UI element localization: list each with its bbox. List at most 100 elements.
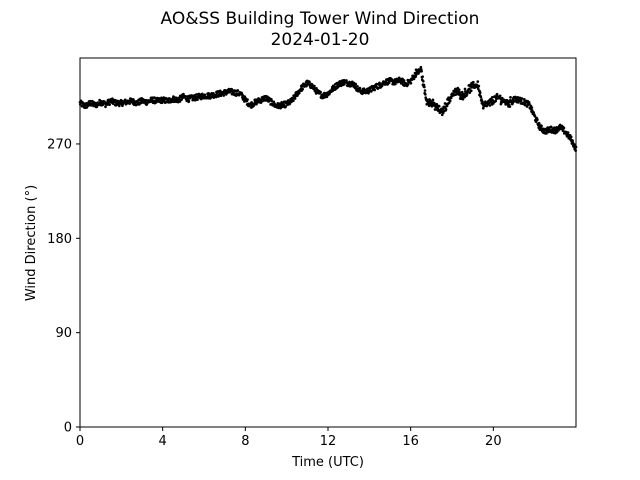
data-point [448,99,452,103]
data-point [246,98,249,101]
data-point [549,125,553,129]
y-axis-label: Wind Direction (°) [24,185,39,301]
x-tick-label: 0 [76,434,84,449]
data-point [406,83,410,86]
x-axis-ticks: 0 4 8 12 16 20 [76,427,502,449]
data-point [540,124,543,128]
data-point [481,100,484,104]
data-point [447,101,451,105]
data-point [421,75,424,79]
data-point [437,104,441,108]
data-point [132,98,135,101]
x-tick-label: 20 [485,434,502,449]
data-point [494,99,498,103]
data-point [420,69,423,73]
data-point [343,82,346,86]
data-point [468,87,471,91]
plot-frame [79,57,577,428]
data-point [356,85,359,88]
data-point [440,113,444,117]
data-point [520,97,524,100]
data-point [433,108,437,111]
data-point [481,106,485,110]
data-point [128,102,131,105]
data-point [423,89,427,92]
data-point [457,88,461,92]
data-point [498,94,502,98]
data-point [104,105,107,109]
data-point [571,141,575,144]
data-point [199,97,203,101]
data-point [222,94,226,97]
data-point [168,97,171,101]
data-point [523,103,527,106]
y-tick-label: 180 [47,232,72,247]
data-point [519,99,523,103]
data-point [536,118,539,121]
x-tick-label: 4 [159,434,167,449]
data-points [78,65,578,152]
data-point [449,96,453,100]
data-point [178,100,182,103]
data-point [366,87,369,91]
data-point [293,97,297,100]
data-point [284,105,288,108]
data-point [255,102,258,106]
data-point [444,108,448,111]
data-point [471,80,475,84]
chart-subtitle: 2024-01-20 [271,30,370,50]
data-point [212,91,215,95]
chart-title: AO&SS Building Tower Wind Direction [161,9,480,29]
data-point [417,72,420,75]
data-point [419,65,423,69]
data-point [377,86,380,90]
data-point [571,139,574,142]
data-point [480,98,483,101]
data-point [282,103,286,107]
x-tick-label: 8 [241,434,249,449]
data-point [236,89,240,92]
data-point [505,99,509,102]
data-point [490,95,494,99]
data-point [569,135,573,139]
data-point [108,103,111,106]
data-point [460,90,464,94]
data-point [477,84,481,88]
data-point [561,129,565,133]
data-point [468,91,472,95]
data-point [394,82,397,86]
data-point [301,87,305,91]
data-point [465,92,469,96]
data-point [203,93,207,97]
data-point [533,115,537,118]
data-point [478,91,482,95]
data-point [562,126,566,130]
data-point [319,90,322,94]
data-point [88,99,92,103]
data-point [422,83,426,87]
data-point [424,93,427,96]
data-point [479,95,483,99]
data-point [545,132,548,135]
data-point [387,81,391,85]
data-point [261,99,265,103]
y-tick-label: 90 [55,326,72,341]
data-point [345,79,348,82]
data-point [488,104,492,107]
x-tick-label: 12 [320,434,337,449]
data-point [445,104,449,108]
data-point [463,87,467,91]
data-point [458,92,462,95]
data-point [461,97,465,101]
data-point [308,80,311,84]
data-point [292,99,295,103]
data-point [373,88,377,92]
data-point [358,86,362,90]
data-point [421,79,425,83]
data-point [196,98,199,101]
data-point [566,131,570,134]
data-point [402,79,406,82]
data-point [469,89,473,93]
data-point [414,75,418,78]
data-point [354,82,358,86]
